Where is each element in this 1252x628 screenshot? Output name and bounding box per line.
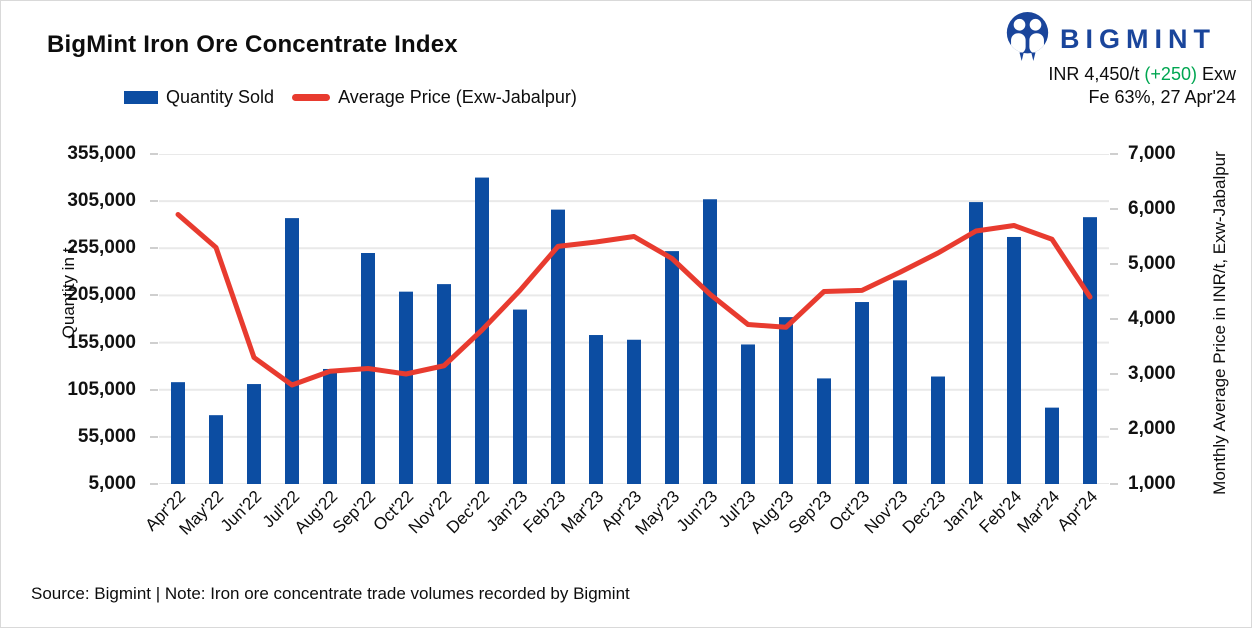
tick-mark: [1110, 373, 1118, 375]
average-price-swatch-icon: [292, 94, 331, 101]
quantity-bar: [665, 251, 679, 484]
tick-mark: [1110, 318, 1118, 320]
price-suffix: Exw: [1201, 64, 1236, 84]
quantity-sold-swatch-icon: [124, 91, 158, 104]
legend-label: Average Price (Exw-Jabalpur): [338, 87, 577, 107]
y-axis-right-tick-label: 2,000: [1128, 418, 1176, 439]
bigmint-wordmark: BIGMINT: [1060, 23, 1216, 54]
legend-item-quantity: Quantity Sold: [124, 87, 274, 108]
y-axis-right-title: Monthly Average Price in INR/t, Exw-Jaba…: [1210, 151, 1229, 495]
source-note: Source: Bigmint | Note: Iron ore concent…: [31, 584, 630, 603]
quantity-bar: [1045, 407, 1059, 484]
tick-mark: [150, 294, 158, 297]
tick-mark: [1110, 483, 1118, 485]
quantity-bar: [1083, 217, 1097, 484]
bigmint-logo-icon: [1004, 10, 1051, 68]
quantity-bar: [703, 199, 717, 484]
y-axis-right-tick-label: 5,000: [1128, 253, 1176, 274]
tick-mark: [150, 200, 158, 203]
tick-mark: [1110, 428, 1118, 430]
tick-mark: [150, 341, 158, 344]
quantity-bar: [399, 291, 413, 484]
plot-area: [159, 154, 1109, 484]
tick-mark: [150, 388, 158, 391]
y-axis-left-tick-label: 355,000: [67, 143, 136, 164]
y-axis-left-tick-label: 5,000: [88, 473, 136, 494]
price-detail: Fe 63%, 27 Apr'24: [1088, 87, 1236, 107]
quantity-bar: [513, 309, 527, 484]
tick-mark: [1110, 153, 1118, 155]
price-change: (+250): [1144, 64, 1197, 84]
quantity-bar: [627, 339, 641, 484]
chart-legend: Quantity Sold Average Price (Exw-Jabalpu…: [124, 87, 577, 108]
tick-mark: [150, 153, 158, 155]
tick-mark: [1110, 263, 1118, 265]
quantity-bar: [171, 382, 185, 484]
y-axis-left-tick-label: 155,000: [67, 331, 136, 353]
y-axis-right-tick-label: 7,000: [1128, 143, 1176, 164]
price-value: INR 4,450/t: [1048, 64, 1140, 84]
quantity-bar: [209, 415, 223, 484]
quantity-bar: [323, 368, 337, 484]
tick-mark: [150, 435, 158, 438]
quantity-bar: [551, 209, 565, 484]
y-axis-left-tick-label: 305,000: [67, 190, 136, 212]
y-axis-left-tick-label: 55,000: [77, 425, 136, 447]
quantity-bar: [817, 378, 831, 484]
tick-mark: [1110, 208, 1118, 210]
y-axis-right-tick-label: 4,000: [1128, 308, 1176, 329]
y-axis-left-tick-label: 105,000: [67, 378, 136, 400]
bigmint-logo: BIGMINT: [1004, 10, 1216, 68]
price-line: [175, 212, 1093, 388]
quantity-bar: [285, 218, 299, 484]
y-axis-right-tick-label: 1,000: [1128, 473, 1176, 494]
quantity-bar: [741, 344, 755, 484]
y-axis-right-tick-label: 3,000: [1128, 363, 1176, 384]
page-title: BigMint Iron Ore Concentrate Index: [47, 31, 458, 58]
quantity-bar: [437, 284, 451, 484]
quantity-bar: [931, 376, 945, 484]
quantity-bar: [247, 384, 261, 484]
legend-label: Quantity Sold: [166, 87, 275, 107]
quantity-bar: [589, 335, 603, 484]
quantity-bar: [779, 317, 793, 484]
price-summary: INR 4,450/t (+250) Exw Fe 63%, 27 Apr'24: [1048, 63, 1236, 109]
y-axis-left-title: Quantity in t: [59, 247, 78, 339]
legend-item-price: Average Price (Exw-Jabalpur): [292, 87, 577, 108]
tick-mark: [150, 247, 158, 250]
y-axis-right-tick-label: 6,000: [1128, 198, 1176, 219]
quantity-bar: [855, 302, 869, 484]
price-line: INR 4,450/t (+250) Exw: [1048, 63, 1236, 86]
quantity-bar: [893, 280, 907, 484]
tick-mark: [150, 483, 158, 485]
y-axis-left-tick-label: 255,000: [67, 237, 136, 259]
quantity-bar: [969, 202, 983, 484]
quantity-bar: [1007, 236, 1021, 484]
y-axis-left-tick-label: 205,000: [67, 284, 136, 306]
